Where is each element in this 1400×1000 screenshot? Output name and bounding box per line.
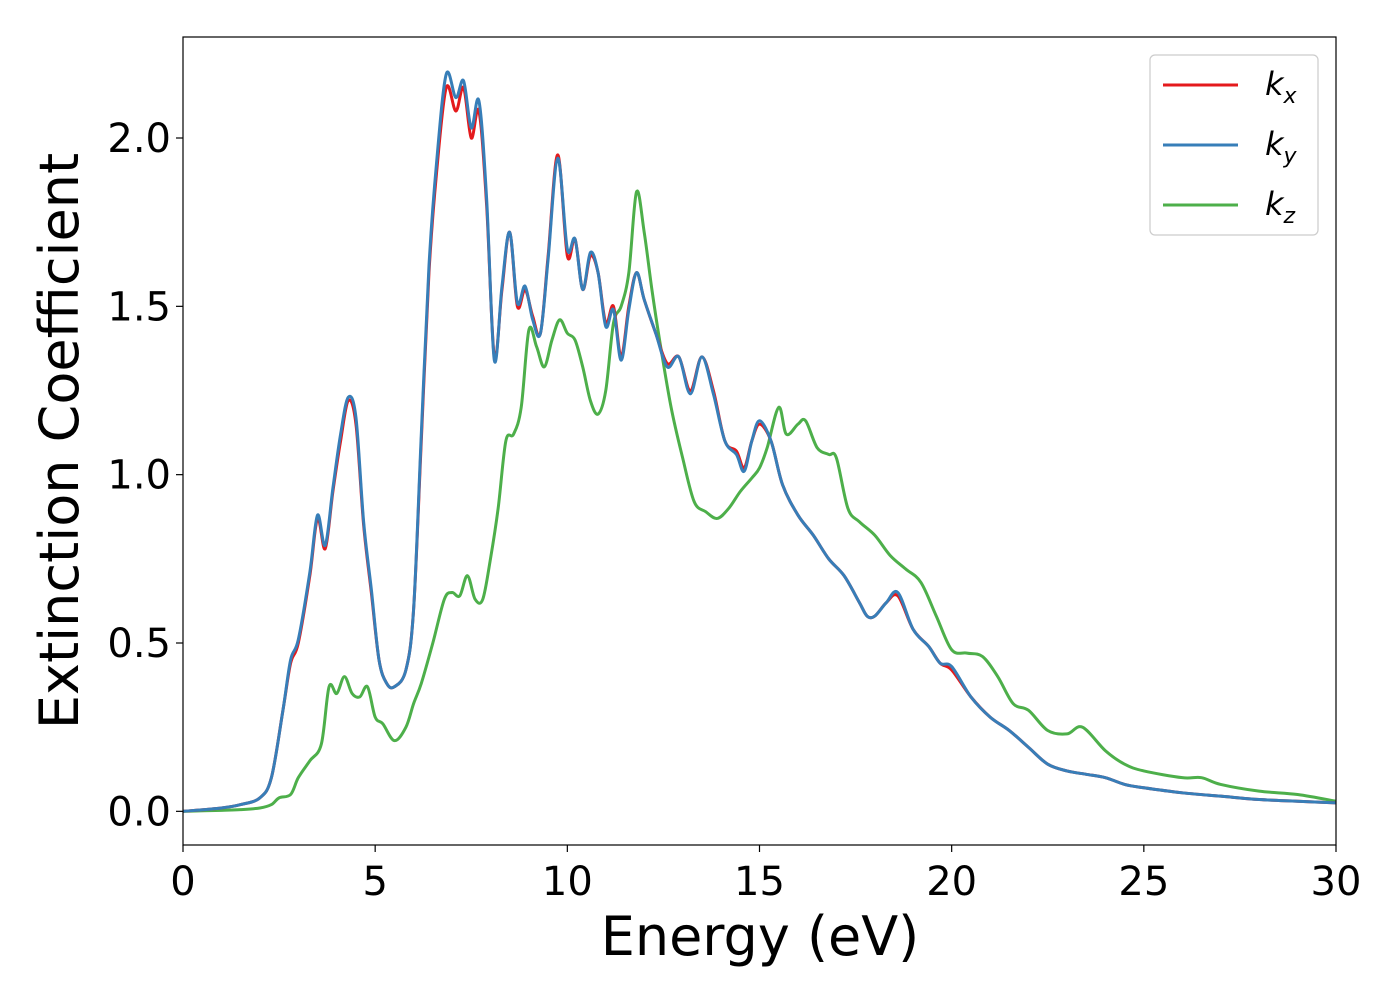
legend-label-y: ky	[1265, 125, 1298, 169]
x-axis-label: Energy (eV)	[601, 905, 920, 968]
y-tick-label: 0.5	[107, 621, 171, 667]
plot-curves	[183, 70, 1336, 813]
legend: kx ky kz	[1149, 54, 1319, 236]
x-tick-label: 30	[1311, 859, 1362, 905]
series-line-y	[183, 70, 1336, 813]
y-axis-label: Extinction Coefficient	[28, 153, 91, 729]
y-tick-label: 1.5	[107, 284, 171, 330]
x-tick-label: 0	[170, 859, 195, 905]
x-tick-label: 25	[1118, 859, 1169, 905]
y-tick-label: 2.0	[107, 116, 171, 162]
legend-label-z: kz	[1265, 185, 1296, 229]
x-tick-label: 5	[362, 859, 387, 905]
axis-ticks: 0 5 10 15 20 25 30 0.0 0.5 1.0 1.5 2.0	[107, 116, 1361, 905]
x-tick-label: 20	[926, 859, 977, 905]
x-tick-label: 10	[542, 859, 593, 905]
y-tick-label: 0.0	[107, 789, 171, 835]
x-tick-label: 15	[734, 859, 785, 905]
y-tick-label: 1.0	[107, 453, 171, 499]
legend-label-x: kx	[1265, 65, 1298, 109]
series-line-z	[183, 189, 1336, 813]
